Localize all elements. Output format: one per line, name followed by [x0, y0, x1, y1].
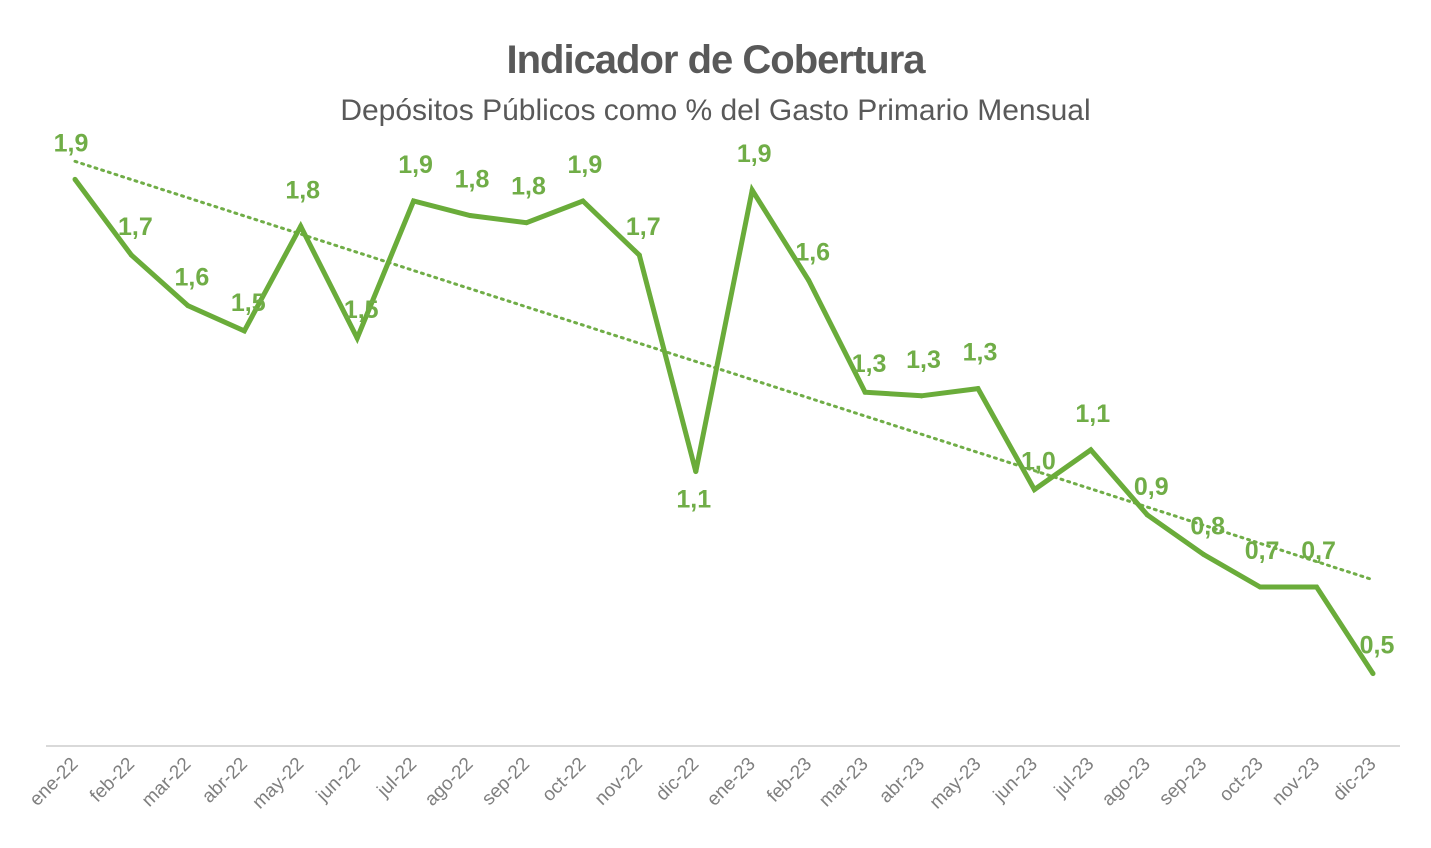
data-label: 1,8 [285, 176, 320, 204]
data-label: 1,9 [737, 140, 772, 168]
x-tick-label: oct-22 [538, 754, 590, 806]
x-tick-label: jun-23 [989, 754, 1042, 807]
x-tick-label: nov-23 [1268, 754, 1324, 810]
data-label: 1,6 [175, 264, 210, 292]
chart-subtitle: Depósitos Públicos como % del Gasto Prim… [340, 94, 1091, 127]
data-label: 1,1 [1075, 400, 1110, 428]
data-label: 1,3 [906, 346, 941, 374]
data-point [354, 335, 360, 341]
data-label: 1,9 [568, 151, 603, 179]
chart-title: Indicador de Cobertura [506, 38, 925, 82]
x-tick-label: ene-22 [26, 754, 83, 811]
data-label: 1,1 [676, 486, 711, 514]
data-label: 1,6 [795, 238, 830, 266]
data-label: 0,9 [1134, 473, 1169, 501]
x-tick-label: sep-23 [1155, 754, 1211, 810]
data-point [1201, 552, 1207, 558]
trendline [73, 159, 1375, 582]
data-point [185, 303, 191, 309]
data-label: 1,0 [1021, 448, 1056, 476]
x-tick-label: mar-23 [815, 754, 872, 811]
data-label: 1,9 [54, 129, 89, 157]
x-tick-label: oct-23 [1215, 754, 1267, 806]
data-point [1088, 447, 1094, 453]
x-tick-label: may-23 [926, 754, 986, 814]
data-label: 1,8 [455, 166, 490, 194]
data-point [1257, 584, 1263, 590]
data-label: 0,7 [1301, 537, 1336, 565]
x-tick-label: abr-23 [875, 754, 929, 808]
data-point [749, 187, 755, 193]
data-point [1314, 584, 1320, 590]
x-tick-label: ene-23 [703, 754, 760, 811]
data-label: 1,5 [231, 289, 266, 317]
x-tick-label: nov-22 [591, 754, 647, 810]
data-point [862, 389, 868, 395]
series-line [72, 177, 1376, 675]
x-tick-label: jul-22 [373, 754, 421, 802]
data-point [975, 386, 981, 392]
x-tick-label: sep-22 [478, 754, 534, 810]
x-tick-label: jul-23 [1050, 754, 1098, 802]
data-label: 1,7 [626, 213, 661, 241]
data-label: 0,8 [1190, 513, 1225, 541]
data-point [1031, 487, 1037, 493]
x-tick-label: mar-22 [138, 754, 195, 811]
data-point [580, 198, 586, 204]
data-label: 1,7 [118, 213, 153, 241]
x-tick-label: dic-22 [652, 754, 703, 805]
data-point [467, 212, 473, 218]
data-point [693, 469, 699, 475]
data-label: 1,9 [398, 151, 433, 179]
x-tick-label: ago-23 [1098, 754, 1155, 811]
data-point [1370, 671, 1376, 677]
data-point [919, 393, 925, 399]
x-tick-label: feb-22 [86, 754, 139, 807]
x-tick-label: ago-22 [421, 754, 478, 811]
x-tick-label: jun-22 [312, 754, 365, 807]
data-point [636, 252, 642, 258]
data-point [806, 277, 812, 283]
data-label: 1,3 [852, 350, 887, 378]
data-point [298, 223, 304, 229]
data-point [241, 328, 247, 334]
data-label: 0,5 [1360, 632, 1395, 660]
data-label: 1,3 [963, 339, 998, 367]
x-tick-label: feb-23 [763, 754, 816, 807]
data-label: 0,7 [1245, 537, 1280, 565]
data-point [128, 252, 134, 258]
data-point [1144, 512, 1150, 518]
x-tick-label: dic-23 [1329, 754, 1380, 805]
x-tick-label: may-22 [249, 754, 309, 814]
data-label: 1,5 [344, 296, 379, 324]
x-tick-label: abr-22 [198, 754, 252, 808]
data-point [72, 176, 78, 182]
data-point [523, 220, 529, 226]
data-point [411, 198, 417, 204]
data-label: 1,8 [511, 173, 546, 201]
